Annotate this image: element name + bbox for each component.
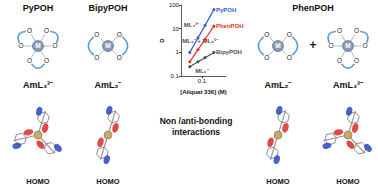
svg-text:O: O — [117, 31, 122, 38]
svg-text:O: O — [94, 31, 99, 38]
svg-text:O: O — [354, 27, 359, 34]
svg-text:AmL₃³⁻: AmL₃³⁻ — [333, 80, 363, 90]
svg-text:O: O — [337, 27, 342, 34]
svg-text:M: M — [35, 42, 40, 49]
svg-text:O: O — [18, 42, 23, 49]
svg-text:AmL₂⁻: AmL₂⁻ — [265, 80, 292, 90]
svg-text:M: M — [105, 42, 110, 49]
svg-text:O: O — [287, 31, 292, 38]
svg-text:HOMO: HOMO — [336, 177, 359, 186]
svg-text:O: O — [117, 54, 122, 61]
svg-text:O: O — [44, 57, 49, 64]
svg-text:O: O — [27, 57, 32, 64]
svg-text:M: M — [275, 42, 280, 49]
svg-text:Non /anti-bonding: Non /anti-bonding — [160, 116, 233, 126]
svg-text:1: 1 — [176, 49, 180, 55]
svg-text:O: O — [52, 42, 57, 49]
svg-text:O: O — [44, 27, 49, 34]
svg-text:PyPOH: PyPOH — [23, 3, 54, 13]
svg-text:O: O — [287, 54, 292, 61]
svg-text:HOMO: HOMO — [96, 177, 119, 186]
svg-text:[Aliquat 336] (M): [Aliquat 336] (M) — [180, 89, 227, 95]
svg-text:HOMO: HOMO — [26, 177, 49, 186]
svg-text:O: O — [354, 57, 359, 64]
svg-text:O: O — [328, 42, 333, 49]
svg-text:PhenPOH: PhenPOH — [216, 23, 244, 29]
svg-text:AmL₂⁻: AmL₂⁻ — [95, 80, 122, 90]
svg-text:AmL₃³⁻: AmL₃³⁻ — [23, 80, 53, 90]
svg-text:O: O — [27, 27, 32, 34]
svg-text:ML₂⁻: ML₂⁻ — [195, 68, 208, 74]
svg-text:0.1: 0.1 — [198, 78, 207, 84]
svg-text:10: 10 — [172, 26, 179, 32]
svg-text:100: 100 — [169, 2, 180, 8]
svg-text:ML₂⁻ + ML₃³⁻: ML₂⁻ + ML₃³⁻ — [182, 38, 218, 44]
svg-text:O: O — [264, 31, 269, 38]
svg-text:+: + — [309, 38, 316, 52]
svg-text:PhenPOH: PhenPOH — [292, 3, 334, 13]
svg-text:HOMO: HOMO — [266, 177, 289, 186]
svg-text:O: O — [337, 57, 342, 64]
svg-text:interactions: interactions — [172, 127, 220, 137]
svg-text:D: D — [159, 38, 165, 43]
svg-text:O: O — [362, 42, 367, 49]
svg-text:PyPOH: PyPOH — [216, 7, 236, 13]
svg-text:O: O — [94, 54, 99, 61]
svg-text:BipyPOH: BipyPOH — [216, 49, 242, 55]
svg-text:M: M — [345, 42, 350, 49]
svg-text:ML₃³⁻: ML₃³⁻ — [184, 22, 199, 28]
svg-text:0.1: 0.1 — [171, 73, 180, 79]
svg-text:BipyPOH: BipyPOH — [88, 3, 127, 13]
svg-text:O: O — [264, 54, 269, 61]
